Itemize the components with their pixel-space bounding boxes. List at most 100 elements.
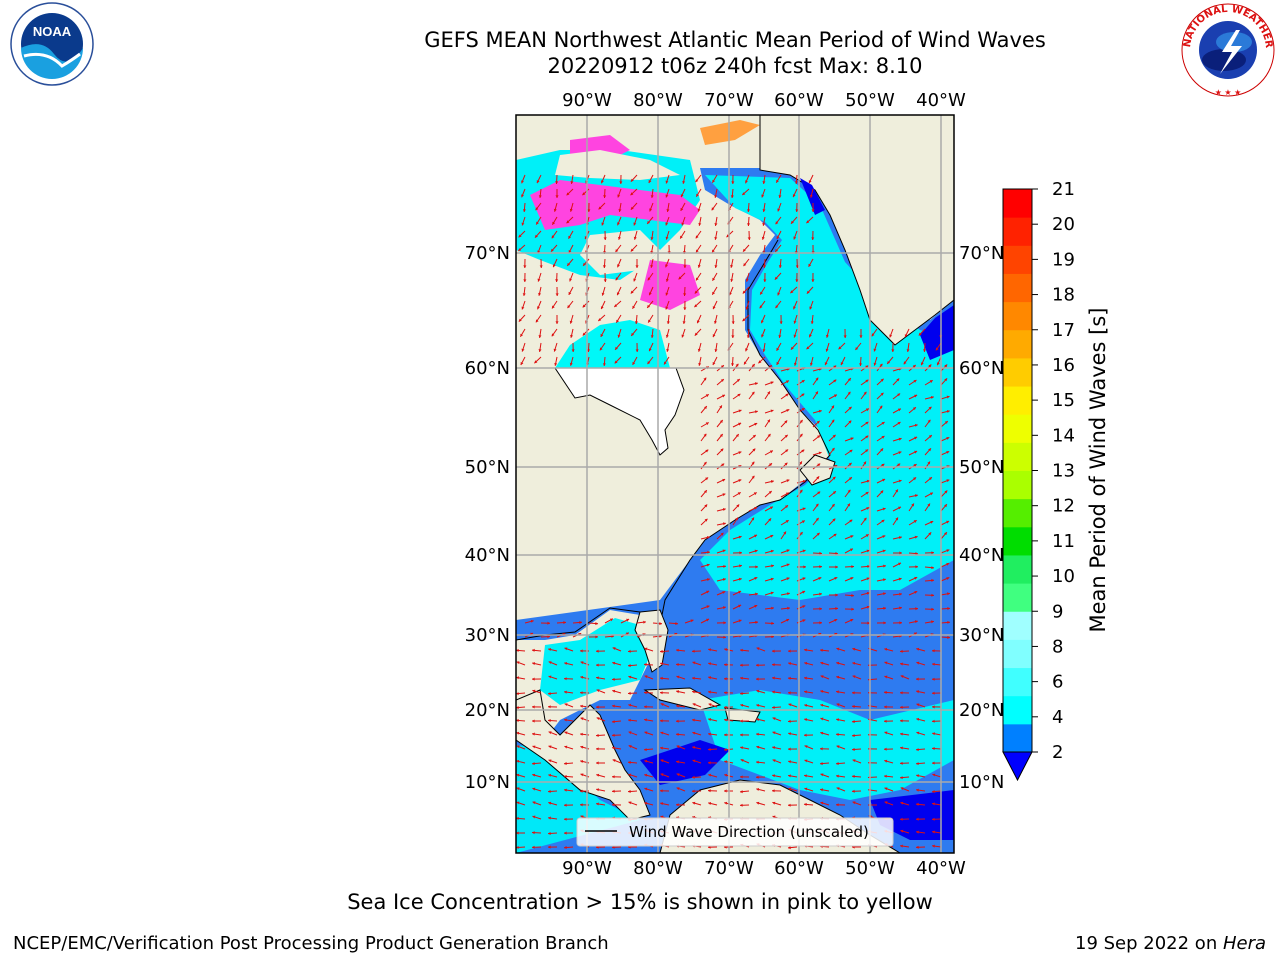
wave-direction-arrowhead [755,565,758,569]
wave-direction-arrowhead [719,420,723,423]
wave-direction-arrowhead [704,518,708,522]
wave-direction-arrowhead [804,802,807,806]
wave-direction-arrowhead [564,718,567,722]
wave-direction-arrowhead [916,647,920,651]
wave-direction-arrowhead [516,649,519,652]
wave-direction-arrowhead [538,195,542,198]
wave-direction-arrowhead [516,692,519,696]
wave-direction-arrowhead [650,237,654,240]
north-america-coast [516,239,831,641]
wave-direction-arrowhead [532,689,536,693]
wave-direction-arrowhead [787,606,790,610]
wave-direction-arrowhead [692,718,695,722]
wave-direction-arrowhead [697,208,701,212]
wave-direction-arrowhead [730,264,734,268]
wave-direction-arrowhead [820,773,824,777]
wave-direction-arrowhead [825,348,829,352]
wave-direction-arrowhead [692,775,695,779]
wave-direction-arrowhead [819,551,822,555]
wave-direction-arrowhead [755,592,758,596]
wave-direction-arrowhead [548,773,552,777]
wave-direction-arrowhead [660,662,663,666]
wave-direction-arrowhead [617,194,621,198]
wave-direction-arrowhead [721,365,724,369]
wave-direction-arrowhead [708,789,711,793]
wave-direction-arrowhead [865,435,869,439]
wave-direction-arrowhead [740,759,744,762]
wave-direction-arrowhead [676,675,680,679]
wave-direction-arrowhead [644,801,648,805]
wave-direction-arrowhead [756,704,760,707]
wave-direction-arrowhead [724,801,728,805]
wave-direction-arrowhead [532,677,535,681]
colorbar-tick-label: 12 [1052,496,1075,517]
wave-direction-arrowhead [818,577,822,580]
wave-direction-arrowhead [801,449,805,453]
colorbar-swatch [1003,217,1032,246]
wave-direction-arrowhead [730,195,734,198]
wave-direction-arrowhead [516,787,520,791]
wave-direction-arrowhead [883,621,886,625]
wave-direction-arrowhead [762,223,766,226]
wave-direction-arrowhead [724,789,727,793]
wave-direction-arrowhead [831,419,835,423]
wave-direction-arrowhead [815,503,819,507]
wave-direction-arrowhead [644,647,648,651]
wave-direction-arrowhead [666,321,670,324]
wave-direction-arrowhead [882,535,886,538]
wave-direction-arrowhead [539,265,543,268]
wave-direction-arrowhead [516,759,520,763]
noaa-logo: NOAA [10,2,94,86]
wave-direction-arrowhead [799,461,802,465]
wave-direction-arrowhead [944,364,948,368]
wave-direction-arrowhead [569,208,573,212]
wave-direction-arrowhead [633,278,637,282]
wave-direction-arrowhead [914,436,918,440]
wave-direction-arrowhead [705,394,709,398]
wave-direction-arrowhead [801,380,805,383]
wave-direction-arrowhead [518,248,522,251]
wave-direction-arrowhead [871,333,875,337]
wave-direction-arrowhead [806,346,810,350]
wave-direction-arrowhead [897,463,901,467]
wave-direction-arrowhead [738,535,742,539]
wave-direction-arrowhead [859,335,863,338]
wave-direction-arrowhead [932,844,935,848]
wave-direction-arrowhead [756,647,760,651]
wave-direction-arrowhead [767,391,770,395]
wave-direction-arrowhead [815,391,818,395]
wave-direction-arrowhead [706,563,710,567]
wave-direction-arrowhead [516,676,519,680]
wave-direction-arrowhead [820,648,823,652]
wave-direction-arrowhead [784,434,788,438]
wave-direction-arrowhead [836,703,840,707]
wave-direction-arrowhead [944,490,948,494]
wave-direction-arrowhead [932,719,935,723]
wave-direction-arrowhead [946,520,950,524]
nws-logo: NATIONAL WEATHER SERVICE ★ ★ ★ [1178,2,1275,97]
wave-direction-arrowhead [696,249,699,253]
wave-direction-arrowhead [852,691,855,695]
wave-direction-arrowhead [569,320,573,324]
wave-direction-arrowhead [946,395,950,399]
wave-direction-arrowhead [816,420,820,424]
wave-direction-arrowhead [930,520,934,524]
wave-direction-arrowhead [900,761,903,765]
wave-direction-arrowhead [884,647,888,651]
wave-direction-arrowhead [761,194,765,198]
wave-direction-arrowhead [770,534,774,538]
wave-direction-arrowhead [756,689,760,693]
wave-direction-arrowhead [547,621,550,625]
wave-direction-arrowhead [884,759,888,763]
wave-direction-arrowhead [914,620,918,624]
wave-direction-arrowhead [626,618,630,622]
wave-direction-arrowhead [618,236,621,240]
wave-direction-arrowhead [770,549,774,553]
wave-direction-arrowhead [648,292,652,296]
lat-label: 70°N [465,243,510,264]
wave-direction-arrowhead [793,362,797,366]
wave-direction-arrowhead [692,746,696,749]
wave-direction-arrowhead [714,349,718,352]
wave-direction-arrowhead [600,306,604,310]
wave-direction-arrowhead [704,406,707,410]
